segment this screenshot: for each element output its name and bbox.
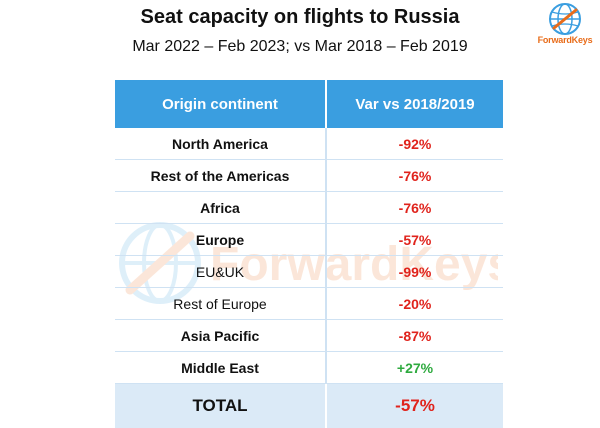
variation-cell: -76% <box>326 160 503 192</box>
capacity-table: Origin continent Var vs 2018/2019 North … <box>115 80 503 428</box>
table-row: Asia Pacific-87% <box>115 320 503 352</box>
forwardkeys-logo: ForwardKeys <box>532 2 598 50</box>
page-title: Seat capacity on flights to Russia <box>0 6 600 29</box>
table-row: EU&UK-99% <box>115 256 503 288</box>
total-value: -57% <box>326 384 503 428</box>
variation-cell: -20% <box>326 288 503 320</box>
logo-text: ForwardKeys <box>532 35 598 45</box>
variation-cell: -76% <box>326 192 503 224</box>
origin-cell: North America <box>115 128 326 160</box>
total-row: TOTAL -57% <box>115 384 503 428</box>
column-header-var: Var vs 2018/2019 <box>326 80 503 128</box>
table-body: North America-92%Rest of the Americas-76… <box>115 128 503 384</box>
column-header-origin: Origin continent <box>115 80 326 128</box>
variation-cell: -87% <box>326 320 503 352</box>
origin-cell: Europe <box>115 224 326 256</box>
origin-cell: Middle East <box>115 352 326 384</box>
table-row: North America-92% <box>115 128 503 160</box>
table-row: Europe-57% <box>115 224 503 256</box>
origin-cell: Africa <box>115 192 326 224</box>
variation-cell: +27% <box>326 352 503 384</box>
origin-cell: Rest of Europe <box>115 288 326 320</box>
origin-cell: Asia Pacific <box>115 320 326 352</box>
variation-cell: -99% <box>326 256 503 288</box>
total-label: TOTAL <box>115 384 326 428</box>
table-row: Rest of the Americas-76% <box>115 160 503 192</box>
table-header-row: Origin continent Var vs 2018/2019 <box>115 80 503 128</box>
page-subtitle: Mar 2022 – Feb 2023; vs Mar 2018 – Feb 2… <box>0 38 600 56</box>
variation-cell: -57% <box>326 224 503 256</box>
globe-icon <box>548 2 582 36</box>
table-row: Middle East+27% <box>115 352 503 384</box>
origin-cell: EU&UK <box>115 256 326 288</box>
table-row: Africa-76% <box>115 192 503 224</box>
origin-cell: Rest of the Americas <box>115 160 326 192</box>
variation-cell: -92% <box>326 128 503 160</box>
table-row: Rest of Europe-20% <box>115 288 503 320</box>
